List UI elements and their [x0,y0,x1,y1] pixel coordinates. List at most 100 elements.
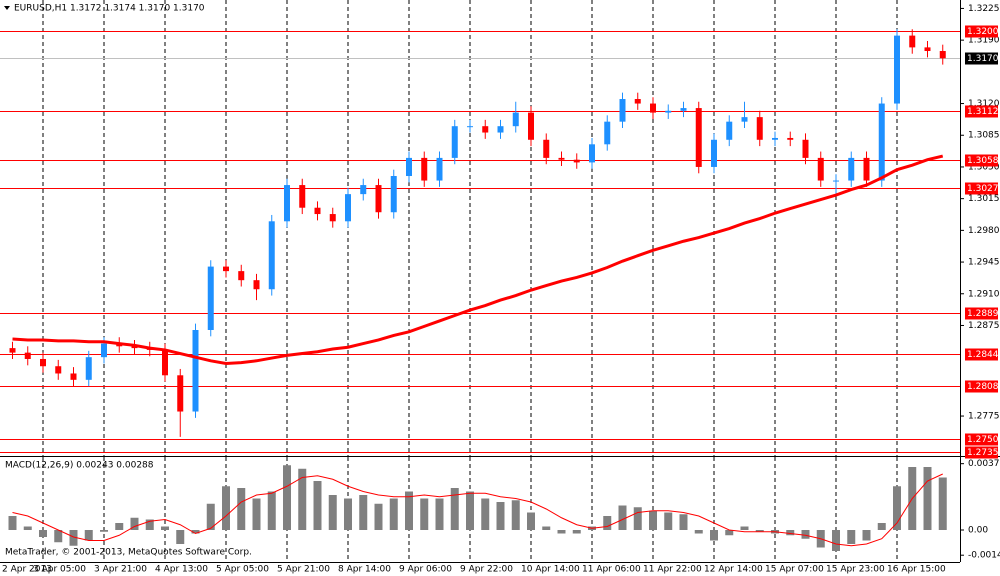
candle-body [70,373,77,380]
current-price-box [965,52,998,65]
macd-bar [69,530,78,546]
candle-body [939,51,946,59]
macd-bar [298,468,307,530]
candle-body [85,357,92,380]
y-tick-label: 1.2775 [968,412,1000,422]
footer: MetaTrader, © 2001-2013, MetaQuotes Soft… [5,548,252,558]
macd-bar [161,526,169,530]
x-tick-label: 2 Apr 2013 [2,565,52,575]
level-label: 1.3027 [967,184,999,194]
macd-bar [801,530,810,539]
macd-bar [130,517,139,530]
candle-body [512,112,519,127]
candle-body [329,214,336,222]
candle-body [650,103,656,113]
macd-bar [527,512,535,530]
level-label-box [965,105,998,118]
candle-body [817,157,824,181]
level-label-box [965,433,998,446]
x-tick-label: 8 Apr 14:00 [338,565,391,575]
macd-bar [115,523,124,530]
level-label: 1.2889 [967,309,999,319]
macd-bar [618,505,627,530]
macd-bar [435,498,444,530]
candle-body [55,366,62,374]
candle-body [680,108,687,111]
macd-bar [344,498,352,530]
candle-body [878,103,885,181]
macd-bar [191,530,200,534]
candle-body [467,126,473,128]
candle-body [162,349,168,376]
candle-body [589,144,595,163]
macd-bar [496,502,505,530]
macd-bar [389,498,398,530]
level-label: 1.2735 [967,448,999,458]
candle-body [451,126,458,158]
macd-bar [893,486,901,530]
macd-bar [252,498,261,530]
macd-bar [420,498,429,530]
candle-body [756,117,763,140]
macd-bar [145,519,154,530]
y-tick-label: 1.3120 [968,99,1000,109]
level-label: 1.3200 [967,27,999,37]
x-tick-label: 11 Apr 22:00 [643,565,702,575]
candle-body [40,358,46,367]
x-tick-label: 16 Apr 15:00 [887,565,946,575]
macd-bar [100,530,108,532]
y-tick-label: 1.3190 [968,36,1000,46]
macd-bar [877,523,886,530]
chart-title: EURUSD,H1 1.3172 1.3174 1.3170 1.3170 [14,4,205,14]
candle-body [268,221,275,290]
x-tick-label: 11 Apr 06:00 [582,565,641,575]
menu-arrow [4,6,10,10]
macd-bar [633,507,642,530]
x-tick-label: 3 Apr 05:00 [33,565,86,575]
candle-body [787,137,794,140]
macd-y-tick-label: 0.00379 [968,459,1000,469]
x-tick-label: 15 Apr 23:00 [826,565,885,575]
candle-body [24,352,31,359]
level-label-box [965,154,998,167]
macd-bar [923,467,932,530]
candle-body [345,194,351,222]
candle-body [909,35,916,48]
candle-body [253,280,260,290]
x-tick-label: 15 Apr 07:00 [765,565,824,575]
macd-bar [328,495,337,530]
y-tick-label: 1.3050 [968,162,1000,172]
level-label-box [965,182,998,195]
x-tick-label: 12 Apr 14:00 [704,565,763,575]
macd-bar [786,530,795,536]
x-tick-label: 9 Apr 22:00 [460,565,513,575]
candle-body [741,117,748,122]
macd-bar [664,512,673,530]
macd-bar [176,530,185,544]
macd-bar [603,516,612,530]
candle-body [284,185,290,222]
y-tick-label: 1.2945 [968,258,1000,268]
candle-body [9,348,16,353]
macd-y-tick-label: 0.00 [968,526,988,536]
level-label-box [965,25,998,38]
macd-bar [862,530,871,541]
candle-body [192,329,199,412]
macd-bar [847,530,856,544]
candle-body [604,121,611,145]
macd-bar [511,500,520,530]
level-label-box [965,380,998,393]
x-tick-label: 5 Apr 21:00 [277,565,330,575]
macd-bar [23,526,32,530]
x-tick-label: 9 Apr 06:00 [399,565,452,575]
candle-body [390,176,397,213]
macd-bar [679,514,688,530]
candle-body [497,126,504,133]
candle-body [863,157,870,181]
level-label-box [965,348,998,361]
level-label: 1.2750 [967,435,999,445]
x-tick-label: 4 Apr 13:00 [155,565,208,575]
level-label: 1.3112 [967,107,999,117]
candle-body [924,47,931,52]
